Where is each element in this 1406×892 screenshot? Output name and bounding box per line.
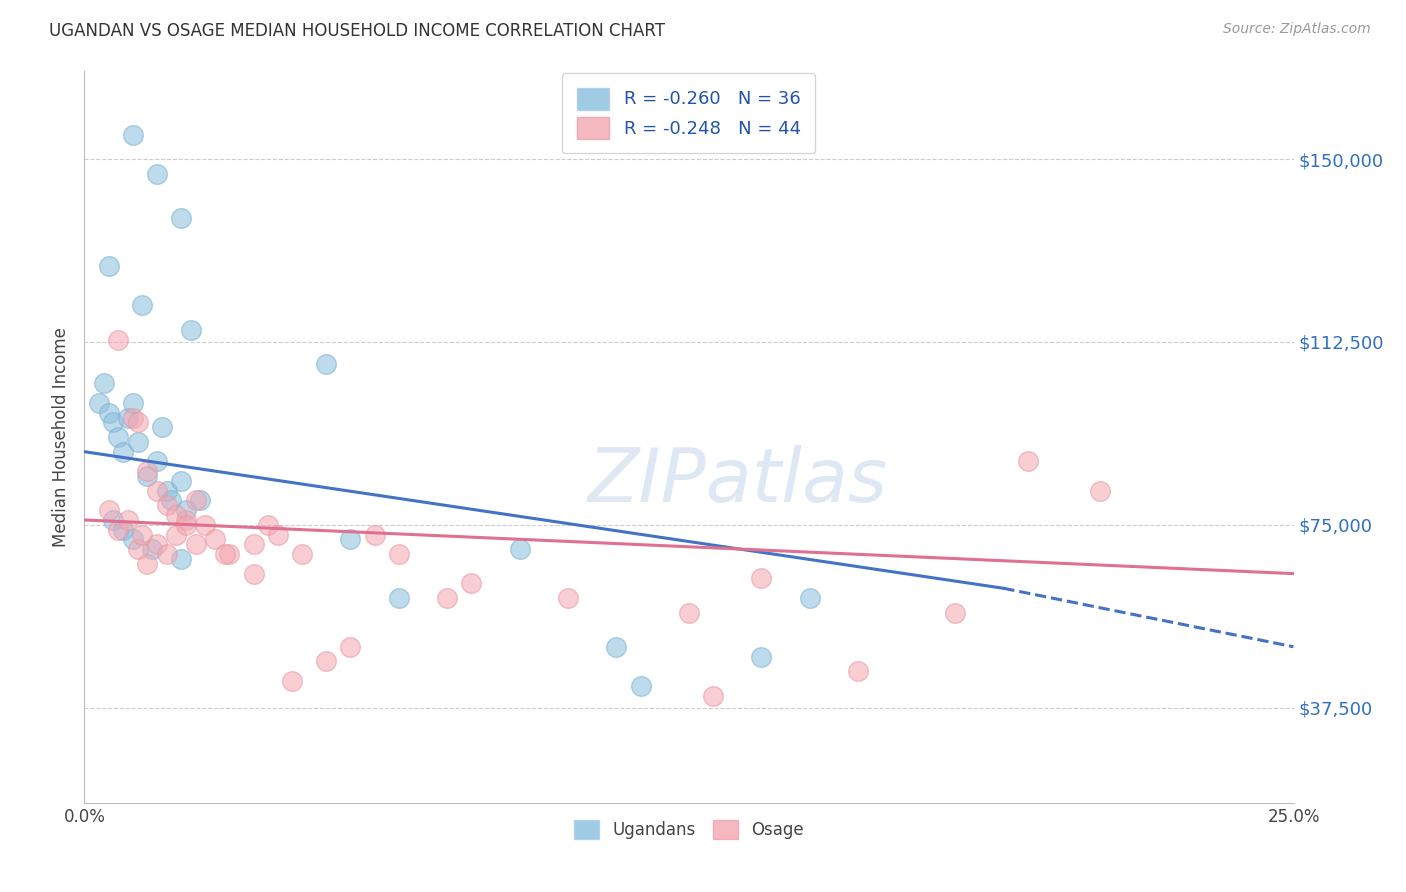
- Point: [678, 606, 700, 620]
- Point: [190, 493, 212, 508]
- Point: [93, 376, 115, 391]
- Point: [103, 416, 125, 430]
- Point: [127, 542, 149, 557]
- Point: [943, 606, 966, 620]
- Point: [846, 664, 869, 678]
- Point: [87, 396, 110, 410]
- Point: [315, 357, 337, 371]
- Point: [281, 673, 304, 688]
- Point: [174, 517, 197, 532]
- Point: [242, 566, 264, 581]
- Point: [117, 410, 139, 425]
- Point: [315, 654, 337, 668]
- Point: [194, 517, 217, 532]
- Point: [1017, 454, 1039, 468]
- Point: [107, 430, 129, 444]
- Point: [131, 298, 153, 312]
- Text: Source: ZipAtlas.com: Source: ZipAtlas.com: [1223, 22, 1371, 37]
- Point: [121, 396, 143, 410]
- Point: [436, 591, 458, 605]
- Point: [136, 464, 159, 478]
- Point: [170, 211, 193, 225]
- Point: [1088, 483, 1111, 498]
- Point: [121, 410, 143, 425]
- Point: [363, 527, 385, 541]
- Point: [107, 333, 129, 347]
- Point: [112, 444, 135, 458]
- Point: [155, 483, 177, 498]
- Point: [170, 474, 193, 488]
- Point: [388, 547, 411, 561]
- Point: [165, 508, 187, 522]
- Point: [146, 537, 169, 551]
- Point: [160, 493, 183, 508]
- Point: [174, 513, 197, 527]
- Point: [141, 542, 163, 557]
- Legend: Ugandans, Osage: Ugandans, Osage: [568, 814, 810, 846]
- Point: [799, 591, 821, 605]
- Point: [121, 128, 143, 142]
- Point: [97, 503, 120, 517]
- Point: [267, 527, 290, 541]
- Point: [509, 542, 531, 557]
- Point: [146, 483, 169, 498]
- Point: [165, 527, 187, 541]
- Point: [242, 537, 264, 551]
- Point: [155, 547, 177, 561]
- Point: [218, 547, 240, 561]
- Point: [339, 640, 361, 654]
- Point: [146, 167, 169, 181]
- Point: [184, 537, 207, 551]
- Point: [170, 552, 193, 566]
- Point: [557, 591, 579, 605]
- Point: [136, 469, 159, 483]
- Point: [257, 517, 280, 532]
- Point: [702, 689, 724, 703]
- Point: [127, 416, 149, 430]
- Point: [605, 640, 627, 654]
- Point: [460, 576, 482, 591]
- Point: [204, 533, 226, 547]
- Point: [751, 572, 773, 586]
- Point: [127, 434, 149, 449]
- Point: [131, 527, 153, 541]
- Y-axis label: Median Household Income: Median Household Income: [52, 327, 70, 547]
- Point: [184, 493, 207, 508]
- Point: [155, 499, 177, 513]
- Point: [117, 513, 139, 527]
- Point: [150, 420, 173, 434]
- Point: [388, 591, 411, 605]
- Point: [103, 513, 125, 527]
- Point: [180, 323, 202, 337]
- Point: [751, 649, 773, 664]
- Point: [214, 547, 236, 561]
- Point: [146, 454, 169, 468]
- Point: [97, 260, 120, 274]
- Point: [339, 533, 361, 547]
- Text: ZIPatlas: ZIPatlas: [588, 445, 887, 517]
- Point: [630, 679, 652, 693]
- Point: [136, 557, 159, 571]
- Point: [174, 503, 197, 517]
- Point: [121, 533, 143, 547]
- Point: [97, 406, 120, 420]
- Text: UGANDAN VS OSAGE MEDIAN HOUSEHOLD INCOME CORRELATION CHART: UGANDAN VS OSAGE MEDIAN HOUSEHOLD INCOME…: [49, 22, 665, 40]
- Point: [107, 523, 129, 537]
- Point: [112, 523, 135, 537]
- Point: [291, 547, 314, 561]
